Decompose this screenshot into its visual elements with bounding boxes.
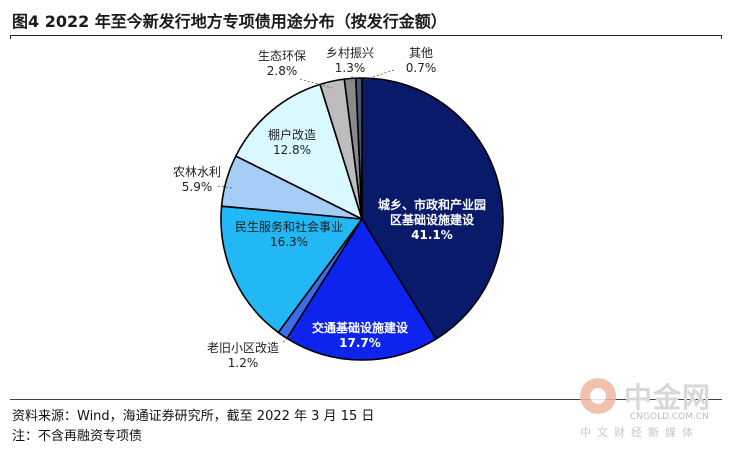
slice-leader-line [363, 69, 395, 81]
watermark-subtitle: 中文财经新媒体 [580, 426, 699, 439]
figure-title: 图4 2022 年至今新发行地方专项债用途分布（按发行金额） [12, 12, 447, 31]
rule-tick-right [721, 35, 722, 39]
footnote: 注：不含再融资专项债 [12, 429, 143, 444]
rule-tick-left [10, 35, 11, 39]
slice-label: 其他 0.7% [406, 46, 437, 75]
footer-rule [10, 399, 722, 400]
slice-leader-line [282, 332, 296, 343]
slice-label: 老旧小区改造 1.2% [207, 341, 279, 370]
slice-label: 交通基础设施建设 17.7% [312, 320, 409, 350]
slice-label: 民生服务和社会事业 16.3% [235, 219, 343, 249]
slice-label: 农林水利 5.9% [173, 165, 221, 194]
slice-label: 生态环保 2.8% [258, 49, 306, 78]
slice-leader-line [299, 78, 333, 89]
watermark-url: CNGOLD.COM.CN [630, 412, 709, 422]
title-rule [10, 35, 722, 36]
watermark-logo-icon [580, 378, 616, 414]
slice-label: 棚户改造 12.8% [268, 127, 316, 157]
pie-slice [354, 77, 363, 220]
pie-slice [220, 205, 363, 334]
watermark: 中金网 CNGOLD.COM.CN 中文财经新媒体 [572, 372, 732, 442]
source-note: 资料来源：Wind，海通证券研究所，截至 2022 年 3 月 15 日 [12, 409, 375, 424]
pie-slice [361, 77, 504, 340]
slice-label: 城乡、市政和产业园区基础设施建设 41.1% [378, 197, 486, 242]
slice-label: 乡村振兴 1.3% [326, 46, 374, 75]
watermark-name: 中金网 [624, 381, 712, 414]
pie-slice [286, 218, 437, 361]
